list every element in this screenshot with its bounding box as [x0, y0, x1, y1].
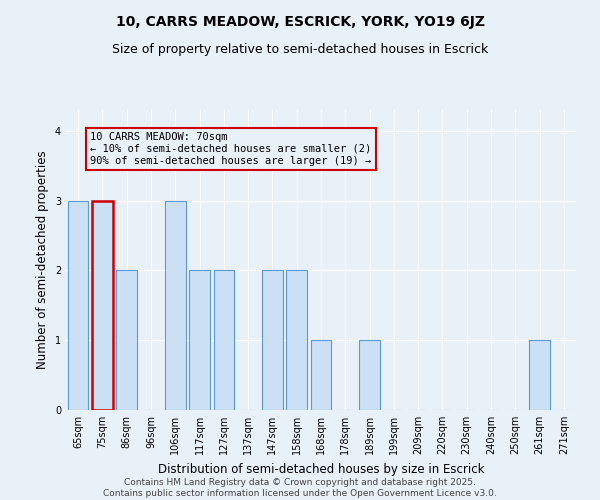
- Text: 10 CARRS MEADOW: 70sqm
← 10% of semi-detached houses are smaller (2)
90% of semi: 10 CARRS MEADOW: 70sqm ← 10% of semi-det…: [90, 132, 371, 166]
- Bar: [214, 270, 234, 410]
- Bar: [189, 270, 210, 410]
- Bar: [116, 270, 137, 410]
- Bar: [262, 270, 283, 410]
- Text: Size of property relative to semi-detached houses in Escrick: Size of property relative to semi-detach…: [112, 42, 488, 56]
- Bar: [286, 270, 307, 410]
- Bar: [165, 200, 185, 410]
- Bar: [68, 200, 88, 410]
- Bar: [529, 340, 550, 410]
- Bar: [92, 200, 113, 410]
- Bar: [359, 340, 380, 410]
- Bar: [311, 340, 331, 410]
- Text: 10, CARRS MEADOW, ESCRICK, YORK, YO19 6JZ: 10, CARRS MEADOW, ESCRICK, YORK, YO19 6J…: [115, 15, 485, 29]
- X-axis label: Distribution of semi-detached houses by size in Escrick: Distribution of semi-detached houses by …: [158, 462, 484, 475]
- Text: Contains HM Land Registry data © Crown copyright and database right 2025.
Contai: Contains HM Land Registry data © Crown c…: [103, 478, 497, 498]
- Y-axis label: Number of semi-detached properties: Number of semi-detached properties: [37, 150, 49, 370]
